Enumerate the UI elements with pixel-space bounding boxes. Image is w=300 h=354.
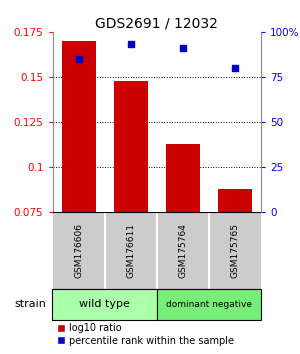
Bar — [218, 189, 252, 212]
Bar — [61, 41, 95, 212]
Text: GSM176606: GSM176606 — [74, 223, 83, 278]
Bar — [114, 81, 148, 212]
Point — [232, 65, 237, 71]
Text: strain: strain — [14, 299, 46, 309]
Point — [180, 45, 185, 51]
Text: GSM175764: GSM175764 — [178, 223, 187, 278]
Text: wild type: wild type — [79, 299, 130, 309]
Text: GSM175765: GSM175765 — [230, 223, 239, 278]
Title: GDS2691 / 12032: GDS2691 / 12032 — [95, 17, 218, 31]
Bar — [166, 144, 200, 212]
Legend: log10 ratio, percentile rank within the sample: log10 ratio, percentile rank within the … — [57, 323, 234, 346]
Point — [128, 42, 133, 47]
Bar — [157, 289, 261, 320]
Bar — [52, 289, 157, 320]
Text: GSM176611: GSM176611 — [126, 223, 135, 278]
Text: dominant negative: dominant negative — [166, 300, 252, 309]
Point — [76, 56, 81, 62]
